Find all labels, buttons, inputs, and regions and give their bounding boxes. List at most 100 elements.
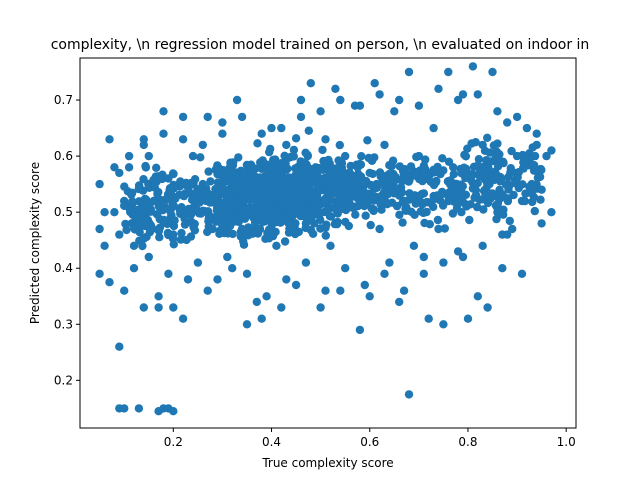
data-point — [466, 200, 475, 209]
data-point — [293, 205, 302, 214]
data-point — [449, 163, 458, 172]
data-point — [248, 229, 257, 238]
data-point — [395, 95, 404, 105]
data-point — [532, 166, 541, 175]
data-point — [363, 136, 372, 145]
x-tick-label: 0.6 — [360, 435, 379, 449]
data-point — [204, 214, 213, 223]
data-point — [420, 163, 429, 172]
data-point — [458, 90, 468, 99]
data-point — [233, 198, 243, 207]
data-point — [433, 215, 443, 225]
data-point — [355, 325, 365, 335]
data-point — [169, 407, 178, 416]
data-point — [238, 171, 248, 181]
data-point — [276, 218, 285, 227]
data-point — [228, 264, 237, 273]
data-point — [280, 237, 290, 246]
data-point — [213, 161, 222, 170]
data-point — [341, 191, 350, 200]
data-point — [262, 193, 272, 202]
data-point — [326, 241, 335, 250]
data-point — [242, 187, 251, 196]
data-point — [326, 195, 336, 205]
data-point — [242, 320, 252, 329]
data-point — [379, 188, 389, 197]
data-point — [467, 139, 476, 148]
data-point — [404, 390, 414, 399]
data-point — [390, 107, 399, 116]
data-point — [95, 224, 104, 234]
data-point — [134, 219, 144, 228]
y-tick-label: 0.2 — [54, 373, 73, 387]
data-point — [450, 192, 459, 201]
data-point — [498, 230, 507, 239]
data-point — [468, 184, 478, 193]
data-point — [318, 145, 327, 155]
data-point — [188, 193, 197, 202]
data-point — [304, 126, 313, 135]
data-point — [517, 196, 527, 206]
data-point — [527, 179, 536, 189]
data-point — [121, 219, 130, 229]
data-point — [316, 303, 325, 312]
data-point — [128, 197, 137, 206]
data-point — [283, 189, 292, 199]
data-point — [210, 198, 219, 207]
data-point — [154, 303, 163, 312]
data-point — [404, 177, 413, 186]
data-point — [277, 123, 286, 133]
data-point — [120, 404, 129, 413]
data-point — [395, 297, 404, 307]
data-point — [535, 172, 545, 182]
data-point — [271, 227, 280, 237]
data-point — [218, 129, 227, 138]
data-point — [530, 151, 540, 161]
data-point — [149, 196, 158, 206]
data-point — [448, 209, 458, 218]
data-point — [503, 118, 512, 127]
data-point — [193, 185, 202, 194]
data-point — [169, 230, 178, 239]
data-point — [228, 229, 237, 239]
data-point — [336, 95, 345, 105]
data-point — [444, 176, 453, 186]
data-point — [115, 342, 124, 351]
data-point — [453, 183, 463, 192]
data-point — [508, 224, 517, 234]
data-point — [260, 217, 270, 226]
data-point — [354, 169, 363, 179]
data-point — [380, 269, 389, 278]
data-point — [322, 220, 331, 229]
data-point — [341, 151, 350, 161]
data-point — [376, 195, 385, 204]
data-point — [213, 275, 222, 284]
data-point — [345, 202, 355, 211]
data-point — [330, 204, 339, 213]
data-point — [167, 191, 176, 200]
data-point — [200, 188, 210, 197]
data-point — [287, 196, 296, 206]
data-point — [230, 176, 239, 185]
data-point — [332, 174, 341, 184]
data-point — [306, 79, 315, 88]
data-point — [154, 226, 164, 236]
data-point — [513, 173, 522, 182]
data-point — [284, 218, 293, 228]
data-point — [505, 216, 514, 226]
data-point — [334, 156, 343, 165]
data-point — [115, 230, 124, 239]
data-point — [159, 215, 169, 225]
x-axis-label: True complexity score — [261, 456, 393, 470]
data-point — [363, 198, 372, 207]
data-point — [389, 189, 399, 198]
data-point — [493, 208, 502, 217]
data-point — [433, 191, 442, 200]
data-point — [124, 151, 134, 161]
data-point — [100, 208, 109, 217]
y-axis-ticks: 0.2 0.3 0.4 0.5 0.6 0.7 — [54, 93, 80, 387]
data-point — [255, 225, 265, 234]
data-point — [169, 303, 178, 312]
data-point — [211, 191, 220, 201]
data-point — [444, 196, 453, 206]
